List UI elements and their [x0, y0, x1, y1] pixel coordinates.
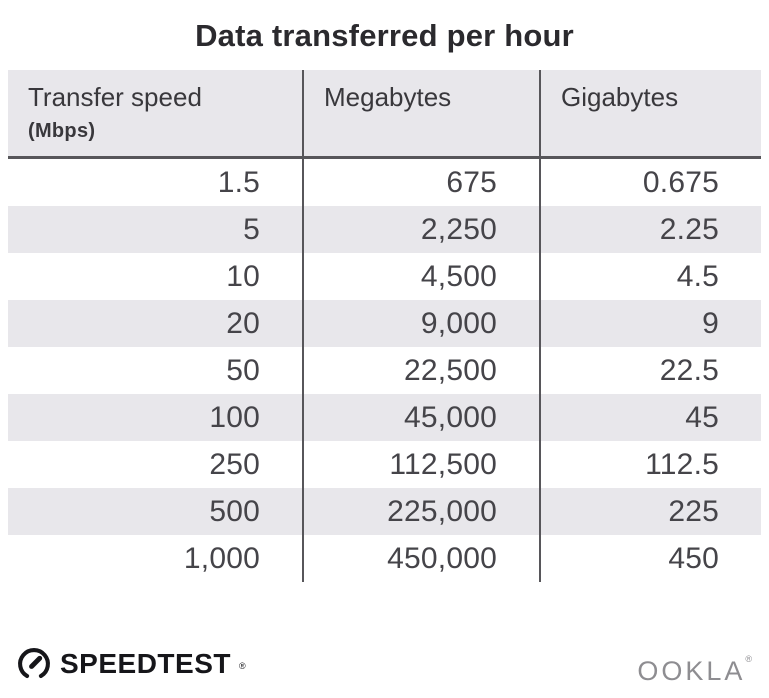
- cell-transfer-speed: 20: [8, 300, 302, 347]
- table-row: 50 22,500 22.5: [8, 347, 761, 394]
- registered-mark-icon: ®: [745, 654, 755, 664]
- speedtest-gauge-icon: [16, 646, 52, 682]
- column-header-megabytes: Megabytes: [302, 70, 539, 159]
- table-row: 1,000 450,000 450: [8, 535, 761, 582]
- cell-transfer-speed: 1,000: [8, 535, 302, 582]
- cell-gigabytes: 2.25: [539, 206, 761, 253]
- speedtest-logo: SPEEDTEST ®: [16, 646, 246, 682]
- column-header-gigabytes: Gigabytes: [539, 70, 761, 159]
- cell-transfer-speed: 10: [8, 253, 302, 300]
- cell-gigabytes: 0.675: [539, 159, 761, 206]
- cell-gigabytes: 9: [539, 300, 761, 347]
- table-row: 10 4,500 4.5: [8, 253, 761, 300]
- column-header-transfer-speed-label: Transfer speed: [28, 82, 202, 112]
- table-row: 5 2,250 2.25: [8, 206, 761, 253]
- table-header-row: Transfer speed (Mbps) Megabytes Gigabyte…: [8, 70, 761, 159]
- table-row: 500 225,000 225: [8, 488, 761, 535]
- cell-gigabytes: 225: [539, 488, 761, 535]
- registered-mark-icon: ®: [238, 661, 246, 671]
- page-title: Data transferred per hour: [195, 18, 574, 53]
- cell-megabytes: 225,000: [302, 488, 539, 535]
- table-row: 100 45,000 45: [8, 394, 761, 441]
- cell-transfer-speed: 100: [8, 394, 302, 441]
- cell-megabytes: 2,250: [302, 206, 539, 253]
- speedtest-wordmark: SPEEDTEST: [60, 648, 231, 679]
- table-row: 20 9,000 9: [8, 300, 761, 347]
- cell-transfer-speed: 250: [8, 441, 302, 488]
- ookla-logo: OOKLA®: [637, 654, 755, 687]
- cell-megabytes: 112,500: [302, 441, 539, 488]
- cell-gigabytes: 4.5: [539, 253, 761, 300]
- cell-gigabytes: 45: [539, 394, 761, 441]
- cell-gigabytes: 112.5: [539, 441, 761, 488]
- footer: SPEEDTEST ® OOKLA®: [0, 644, 769, 690]
- table-row: 250 112,500 112.5: [8, 441, 761, 488]
- table-row: 1.5 675 0.675: [8, 159, 761, 206]
- column-header-transfer-speed: Transfer speed (Mbps): [8, 70, 302, 159]
- cell-transfer-speed: 500: [8, 488, 302, 535]
- table-body: 1.5 675 0.675 5 2,250 2.25 10 4,500 4.5 …: [8, 159, 761, 582]
- cell-megabytes: 450,000: [302, 535, 539, 582]
- cell-transfer-speed: 50: [8, 347, 302, 394]
- data-table: Transfer speed (Mbps) Megabytes Gigabyte…: [8, 70, 761, 582]
- cell-megabytes: 675: [302, 159, 539, 206]
- cell-megabytes: 22,500: [302, 347, 539, 394]
- cell-megabytes: 4,500: [302, 253, 539, 300]
- cell-transfer-speed: 1.5: [8, 159, 302, 206]
- cell-transfer-speed: 5: [8, 206, 302, 253]
- cell-gigabytes: 450: [539, 535, 761, 582]
- cell-megabytes: 9,000: [302, 300, 539, 347]
- cell-gigabytes: 22.5: [539, 347, 761, 394]
- column-header-transfer-speed-unit: (Mbps): [28, 120, 96, 142]
- ookla-wordmark: OOKLA: [637, 656, 746, 686]
- cell-megabytes: 45,000: [302, 394, 539, 441]
